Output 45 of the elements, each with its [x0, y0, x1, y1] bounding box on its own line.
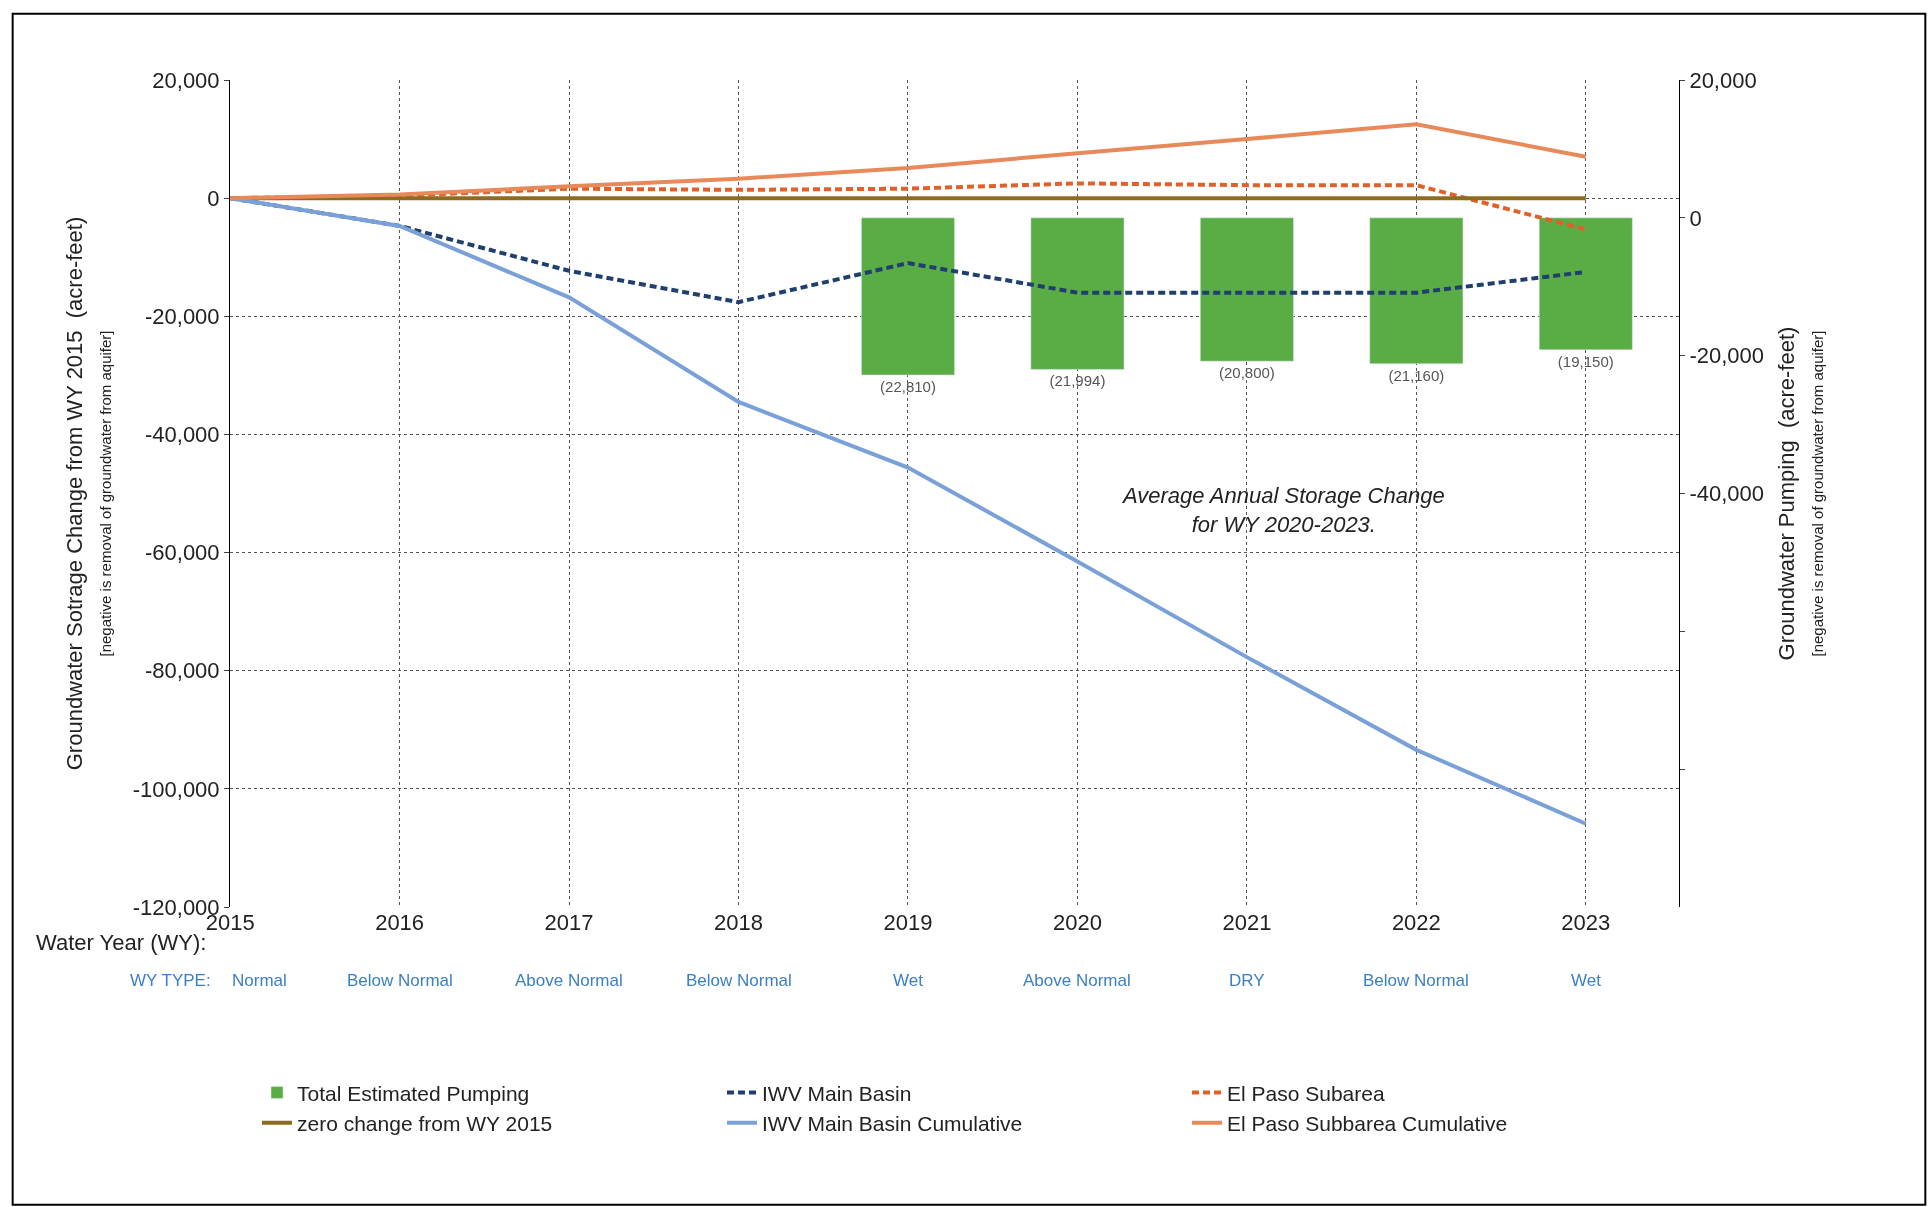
data-label: (19,150)	[1557, 352, 1614, 370]
y2-tick-label: -20,000	[1689, 343, 1765, 369]
legend-label: El Paso Subarea	[1227, 1081, 1385, 1105]
text: Above Normal	[1023, 971, 1131, 990]
annotation: Average Annual Storage Change for WY 2020-2023.	[1121, 483, 1445, 537]
data-label: (20,800)	[1218, 364, 1275, 382]
text: WY TYPE:	[130, 971, 211, 990]
y-tick-label: 0	[207, 185, 220, 211]
x-tick-label: 2019	[883, 910, 933, 935]
x-tick-label: 2018	[714, 910, 764, 935]
text: Above Normal	[515, 971, 623, 990]
y-tick-label: -100,000	[132, 776, 220, 802]
y-tick-label: -40,000	[144, 422, 220, 448]
x-tick-label: 2020	[1052, 910, 1102, 935]
x-tick-label: 2023	[1561, 910, 1611, 935]
x-tick-label: 2021	[1222, 910, 1272, 935]
text: Below Normal	[347, 971, 453, 990]
legend-label: IWV Main Basin	[762, 1081, 912, 1105]
y2-tick-label: 0	[1689, 205, 1702, 231]
legend-label: Total Estimated Pumping	[297, 1081, 530, 1105]
data-label: (22,810)	[880, 378, 936, 396]
data-label: (21,994)	[1049, 372, 1106, 390]
y2-tick-label: -40,000	[1689, 481, 1765, 507]
y-axis-title: Groundwater Sotrage Change from WY 2015 (acre-feet) [negative is removal of groundwater from aquifer]	[61, 216, 114, 771]
text: Below Normal	[1363, 971, 1469, 990]
legend-label: zero change from WY 2015	[297, 1112, 553, 1136]
y-tick-label: -60,000	[144, 540, 220, 566]
x-tick-label: 2022	[1391, 910, 1441, 935]
text: Normal	[232, 971, 287, 990]
y2-tick-label: 20,000	[1689, 67, 1757, 93]
line-series	[230, 122, 1588, 201]
x-axis-title: Water Year (WY):	[36, 930, 207, 955]
text: Wet	[1571, 971, 1602, 990]
data-label: (21,160)	[1388, 366, 1445, 384]
legend-label: IWV Main Basin Cumulative	[762, 1112, 1023, 1136]
y-tick-label: 20,000	[152, 67, 220, 93]
text: Wet	[893, 971, 924, 990]
y2-axis-title: Groundwater Pumping (acre-feet) [negative is removal of groundwater from aquifer]	[1773, 326, 1826, 661]
text: DRY	[1229, 971, 1265, 990]
x-tick-label: 2017	[544, 910, 594, 935]
x-tick-label: 2016	[375, 910, 425, 935]
legend-label: El Paso Subbarea Cumulative	[1227, 1112, 1508, 1136]
y-tick-label: -20,000	[144, 303, 220, 329]
text: Below Normal	[686, 971, 792, 990]
y-tick-label: -80,000	[144, 658, 220, 684]
